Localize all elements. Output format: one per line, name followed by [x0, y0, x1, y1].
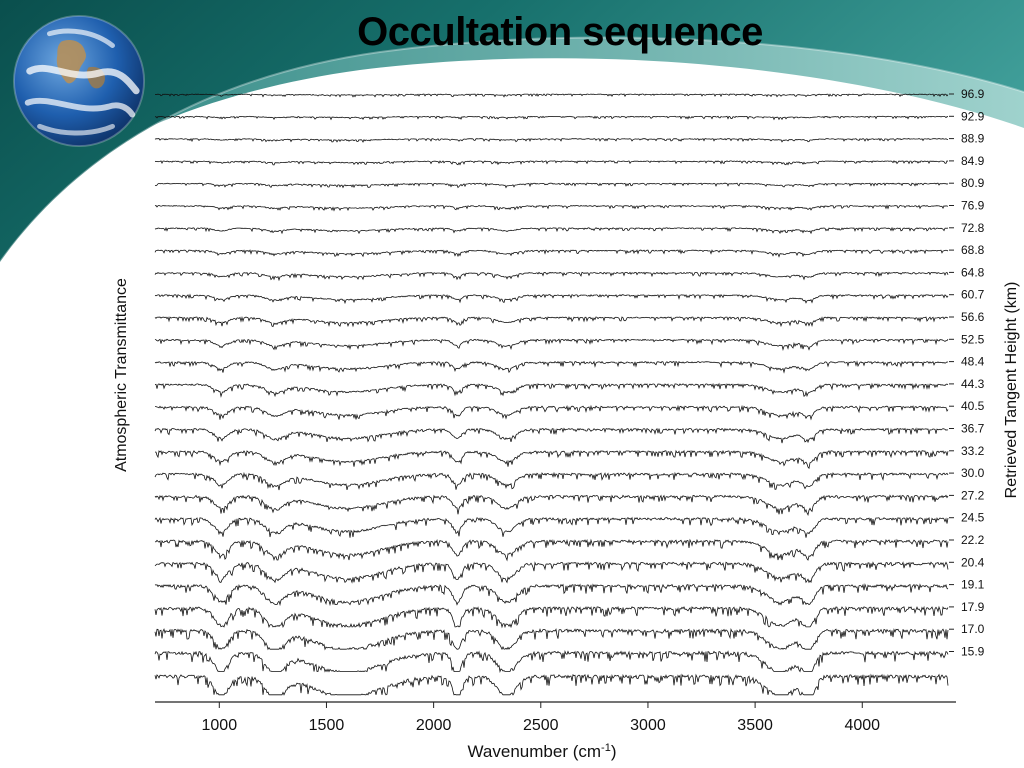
x-ticks-group: 1000 1500 2000 2500 3000 3500 4000	[202, 702, 880, 734]
height-label-36.7: 36.7	[961, 422, 985, 436]
height-label-80.9: 80.9	[961, 176, 985, 190]
height-labels-group: 96.9 92.9 88.9 84.9 80.9 76.9 72.8 68.8 64.8 60.7…	[949, 87, 985, 659]
spectrum-17.0	[154, 628, 949, 651]
spectrum-33.2	[154, 449, 949, 470]
height-label-15.9: 15.9	[961, 645, 985, 659]
height-label-17.9: 17.9	[961, 600, 985, 614]
spectrum-bottom	[154, 673, 949, 697]
spectra-group	[154, 93, 949, 697]
height-label-19.1: 19.1	[961, 578, 985, 592]
x-tick-label-1500: 1500	[309, 717, 345, 734]
spectrum-60.7	[154, 293, 949, 305]
height-label-24.5: 24.5	[961, 511, 985, 525]
height-label-22.2: 22.2	[961, 533, 985, 547]
height-label-20.4: 20.4	[961, 555, 985, 569]
spectrum-52.5	[154, 338, 949, 351]
height-label-48.4: 48.4	[961, 355, 985, 369]
x-tick-label-2000: 2000	[416, 717, 452, 734]
x-tick-label-1000: 1000	[202, 717, 238, 734]
height-label-88.9: 88.9	[961, 132, 985, 146]
spectrum-24.5	[154, 516, 949, 538]
height-label-84.9: 84.9	[961, 154, 985, 168]
spectrum-15.9	[154, 649, 949, 674]
height-label-68.8: 68.8	[961, 243, 985, 257]
spectrum-36.7	[154, 427, 949, 444]
height-label-56.6: 56.6	[961, 310, 985, 324]
spectrum-68.8	[154, 249, 949, 258]
height-label-17.0: 17.0	[961, 622, 985, 636]
spectrum-40.5	[155, 404, 949, 421]
height-label-30.0: 30.0	[961, 466, 985, 480]
height-label-60.7: 60.7	[961, 288, 985, 302]
height-label-64.8: 64.8	[961, 265, 985, 279]
height-label-27.2: 27.2	[961, 488, 985, 502]
height-label-33.2: 33.2	[961, 444, 985, 458]
height-label-72.8: 72.8	[961, 221, 985, 235]
height-label-96.9: 96.9	[961, 87, 985, 101]
height-label-44.3: 44.3	[961, 377, 985, 391]
spectrum-20.4	[154, 561, 949, 584]
x-axis-label: Wavenumber (cm-1)	[468, 742, 617, 761]
spectrum-27.2	[154, 494, 949, 516]
earth-globe-icon	[12, 14, 146, 148]
spectrum-72.8	[154, 226, 949, 235]
spectrum-76.9	[154, 204, 949, 212]
y-axis-label-left: Atmospheric Transmittance	[113, 278, 130, 472]
y-axis-label-right: Retrieved Tangent Height (km)	[1003, 282, 1020, 499]
spectrum-22.2	[154, 538, 949, 562]
spectrum-84.9	[154, 160, 949, 166]
spectrum-17.9	[154, 605, 949, 629]
spectrum-48.4	[154, 360, 949, 374]
height-label-92.9: 92.9	[961, 109, 985, 123]
spectrum-56.6	[154, 316, 949, 328]
height-label-40.5: 40.5	[961, 399, 985, 413]
slide-title: Occultation sequence	[357, 10, 763, 54]
spectrum-44.3	[154, 382, 949, 398]
x-tick-label-3000: 3000	[630, 717, 666, 734]
height-label-52.5: 52.5	[961, 332, 985, 346]
spectrum-80.9	[154, 182, 949, 189]
x-tick-label-4000: 4000	[844, 717, 880, 734]
spectrum-92.9	[154, 115, 949, 121]
height-label-76.9: 76.9	[961, 199, 985, 213]
spectrum-19.1	[154, 583, 949, 607]
spectrum-64.8	[154, 271, 949, 282]
x-tick-label-2500: 2500	[523, 717, 559, 734]
spectrum-96.9	[154, 93, 949, 98]
header-wave-front	[0, 0, 1024, 262]
spectrum-30.0	[154, 471, 949, 491]
x-tick-label-3500: 3500	[737, 717, 773, 734]
spectrum-88.9	[154, 137, 949, 143]
